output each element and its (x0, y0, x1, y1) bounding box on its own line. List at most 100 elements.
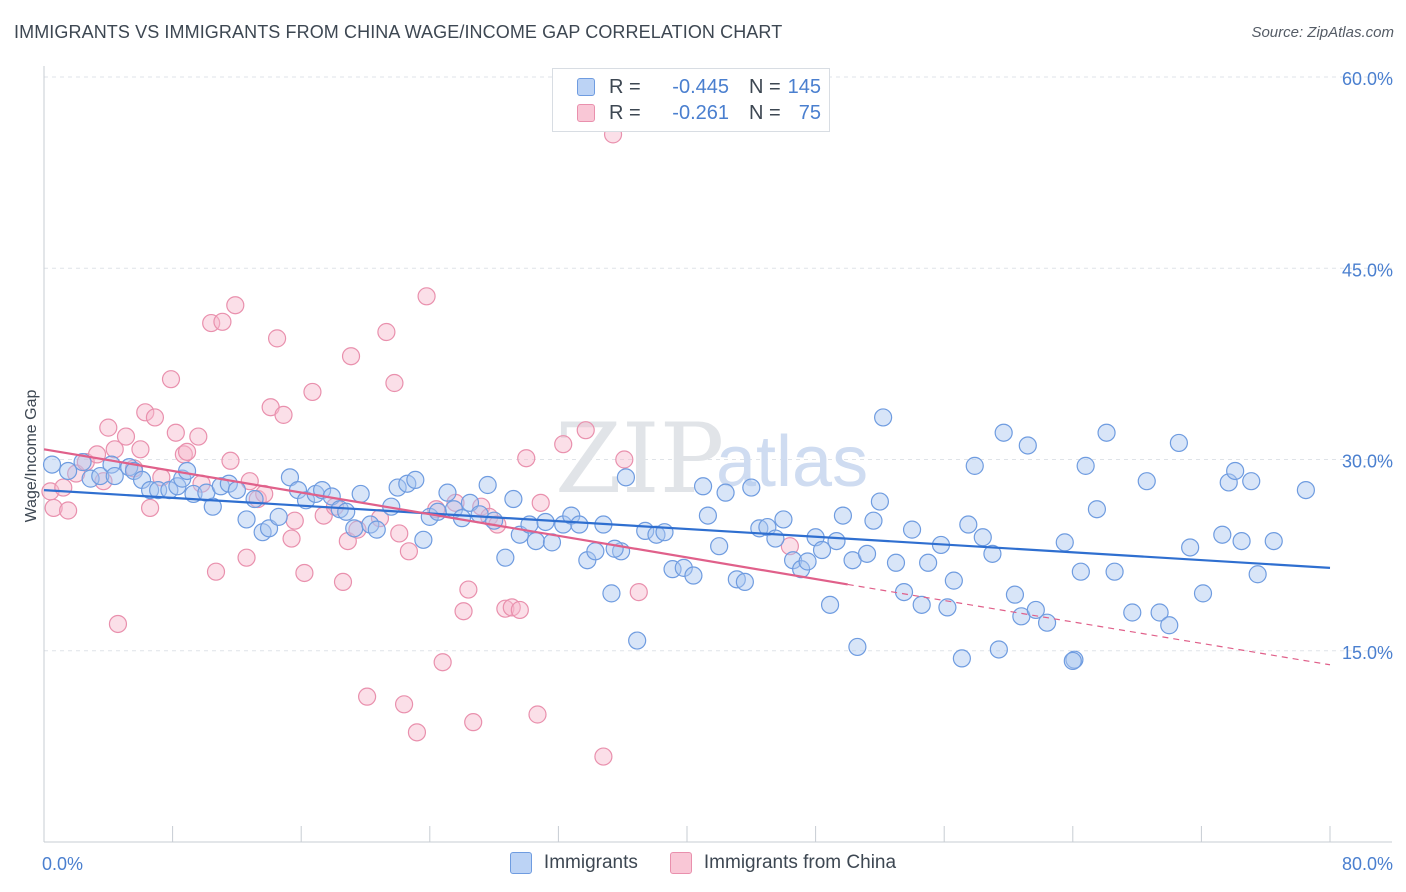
china-point (108, 614, 128, 634)
immigrants-point (536, 512, 555, 532)
china-point (394, 695, 414, 714)
series-legend: Immigrants Immigrants from China (0, 852, 1406, 874)
immigrants-point (237, 510, 256, 529)
china-point (531, 493, 550, 512)
immigrants-point (938, 598, 957, 617)
immigrants-point (864, 511, 883, 530)
china-point (341, 347, 361, 366)
immigrants-point (912, 595, 931, 614)
immigrants-point (414, 530, 433, 549)
china-point (399, 542, 419, 561)
china-point (177, 442, 197, 461)
china-point (140, 498, 160, 518)
china-point (517, 449, 536, 468)
china-point (333, 572, 353, 592)
immigrants-point (989, 640, 1008, 659)
immigrants-point (296, 491, 316, 510)
immigrants-point (570, 515, 589, 534)
legend-item-immigrants-from-china[interactable]: Immigrants from China (669, 852, 896, 874)
china-point (464, 713, 483, 732)
china-point (282, 529, 301, 548)
china-point (390, 524, 409, 543)
immigrants-point (1169, 433, 1188, 453)
series-immigrants-from-china-points (41, 125, 799, 766)
legend-n-label: N = (749, 75, 781, 98)
china-point (136, 403, 155, 422)
immigrants-point (345, 519, 364, 538)
immigrants-point (742, 478, 761, 497)
immigrants-point (504, 489, 523, 509)
correlation-legend: R = -0.445 N = 145 R = -0.261 N = 75 (552, 68, 830, 132)
immigrants-point (886, 553, 906, 572)
china-trend-extension (847, 583, 1331, 666)
source-label: Source: ZipAtlas.com (1251, 24, 1394, 41)
immigrants-point (1026, 600, 1045, 620)
chart-title: IMMIGRANTS VS IMMIGRANTS FROM CHINA WAGE… (14, 22, 783, 42)
watermark-zip: ZIP (555, 403, 724, 515)
legend-r-label: R = (609, 101, 641, 124)
immigrants-point (698, 506, 717, 525)
china-point (189, 427, 208, 446)
watermark-atlas: atlas (716, 422, 868, 502)
immigrants-point (526, 531, 545, 551)
immigrants-point (874, 408, 893, 427)
china-point (206, 562, 226, 581)
immigrants-point (59, 461, 78, 481)
immigrants-point (1181, 538, 1200, 557)
china-point (377, 322, 396, 342)
immigrants-point (1296, 481, 1315, 500)
china-point (295, 563, 314, 583)
china-point (358, 687, 377, 706)
immigrants-point (944, 571, 963, 590)
china-point (454, 602, 473, 621)
immigrants-point (919, 553, 938, 572)
immigrants-point (351, 484, 370, 504)
trend-lines (43, 448, 1331, 666)
immigrants-point (798, 552, 817, 571)
china-point (528, 705, 547, 724)
immigrants-point (1123, 603, 1142, 622)
immigrants-point (105, 466, 124, 486)
immigrants-point (833, 506, 853, 525)
china-point (166, 423, 185, 442)
china-point (780, 537, 799, 556)
china-point (99, 418, 118, 437)
immigrants-point (1248, 565, 1267, 584)
legend-r-label: R = (609, 75, 641, 98)
china-point (221, 451, 240, 470)
immigrants-point (684, 566, 703, 585)
immigrants-point (1005, 585, 1025, 604)
legend-label-immigrants: Immigrants (543, 852, 638, 873)
china-point (510, 600, 529, 620)
immigrants-point (716, 483, 735, 502)
immigrants-point (1071, 562, 1090, 581)
immigrants-point (203, 497, 222, 516)
china-point (226, 296, 245, 315)
immigrants-point (602, 584, 621, 603)
legend-item-immigrants[interactable]: Immigrants (509, 852, 638, 874)
immigrants-trend-line (43, 489, 1331, 569)
china-point (145, 408, 165, 427)
immigrants-point (973, 528, 992, 547)
immigrants-point (42, 455, 62, 474)
immigrants-point (269, 507, 288, 526)
china-point (237, 548, 256, 567)
immigrants-point (227, 481, 246, 500)
axes (43, 66, 1392, 843)
legend-swatch-pink (577, 104, 595, 122)
immigrants-point (735, 572, 754, 592)
china-point (116, 427, 136, 446)
immigrants-point (766, 529, 785, 548)
china-point (274, 405, 293, 424)
immigrants-point (710, 537, 729, 556)
china-point (594, 747, 613, 766)
china-point (105, 440, 124, 459)
immigrants-point (245, 489, 264, 509)
immigrants-point (73, 452, 92, 472)
x-tick-label: 0.0% (42, 854, 83, 874)
x-tick-label: 80.0% (1342, 854, 1393, 874)
immigrants-point (428, 502, 447, 521)
y-tick-label: 45.0% (1342, 260, 1393, 280)
legend-row-immigrants-from-china: R = -0.261 N = 75 (577, 101, 821, 125)
immigrants-point (827, 531, 846, 551)
